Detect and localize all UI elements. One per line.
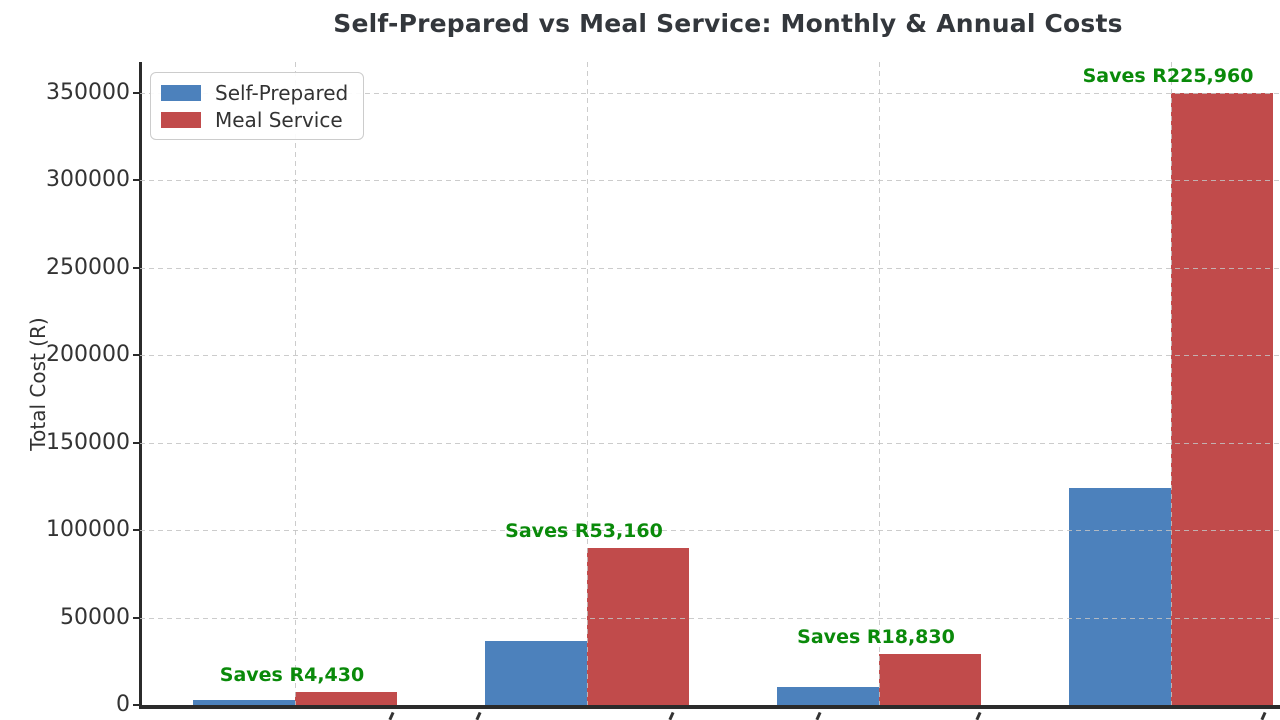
y-tick-label: 300000 (46, 167, 130, 192)
gridline-h (140, 267, 1280, 269)
savings-annotation: Saves R18,830 (797, 625, 955, 648)
legend-item: Meal Service (161, 109, 363, 131)
savings-annotation: Saves R53,160 (505, 519, 663, 542)
xtick-label-fragment (475, 711, 482, 720)
y-axis-spine (139, 62, 142, 708)
savings-annotation: Saves R4,430 (219, 663, 365, 686)
gridline-h (140, 180, 1280, 181)
y-tick-mark (133, 704, 140, 706)
y-tick-mark (133, 616, 140, 619)
gridline-v (1171, 62, 1172, 705)
bar-self-prepared (485, 640, 587, 705)
gridline-v (295, 62, 296, 705)
legend-item: Self-Prepared (161, 82, 363, 104)
xtick-label-fragment (668, 711, 675, 720)
y-tick-label: 50000 (60, 604, 130, 630)
y-tick-label: 0 (116, 692, 130, 717)
xtick-label-fragment (388, 711, 395, 720)
legend-label: Meal Service (215, 107, 343, 132)
bar-self-prepared (1069, 488, 1171, 705)
gridline-h (140, 355, 1280, 356)
legend-swatch (161, 111, 201, 128)
gridline-h (140, 530, 1280, 531)
y-tick-mark (133, 529, 140, 531)
y-tick-mark (133, 266, 140, 269)
x-axis-spine (139, 705, 1280, 709)
y-tick-label: 150000 (46, 429, 130, 455)
xtick-label-fragment (815, 711, 822, 720)
gridline-v (587, 62, 588, 705)
bar-self-prepared (777, 686, 879, 705)
legend-swatch (161, 84, 201, 101)
bar-self-prepared (193, 699, 295, 705)
y-tick-label: 250000 (46, 254, 130, 280)
gridline-v (879, 62, 880, 705)
y-tick-mark (133, 441, 140, 444)
bar-meal-service (879, 653, 981, 705)
savings-annotation: Saves R225,960 (1082, 64, 1254, 87)
y-tick-label: 100000 (46, 517, 130, 542)
xtick-label-fragment (975, 711, 982, 720)
gridline-h (140, 617, 1280, 619)
legend: Self-Prepared Meal Service (150, 72, 364, 140)
y-tick-label: 200000 (46, 342, 130, 367)
y-tick-label: 350000 (46, 79, 130, 105)
chart-title: Self-Prepared vs Meal Service: Monthly &… (333, 9, 1123, 38)
y-tick-mark (133, 91, 140, 94)
legend-label: Self-Prepared (215, 80, 349, 105)
bar-meal-service (587, 547, 689, 705)
y-tick-mark (133, 354, 140, 356)
y-tick-mark (133, 179, 140, 181)
bar-meal-service (1171, 92, 1273, 705)
xtick-label-fragment (1260, 711, 1267, 720)
gridline-h (140, 92, 1280, 94)
bar-meal-service (295, 691, 397, 705)
gridline-h (140, 442, 1280, 444)
